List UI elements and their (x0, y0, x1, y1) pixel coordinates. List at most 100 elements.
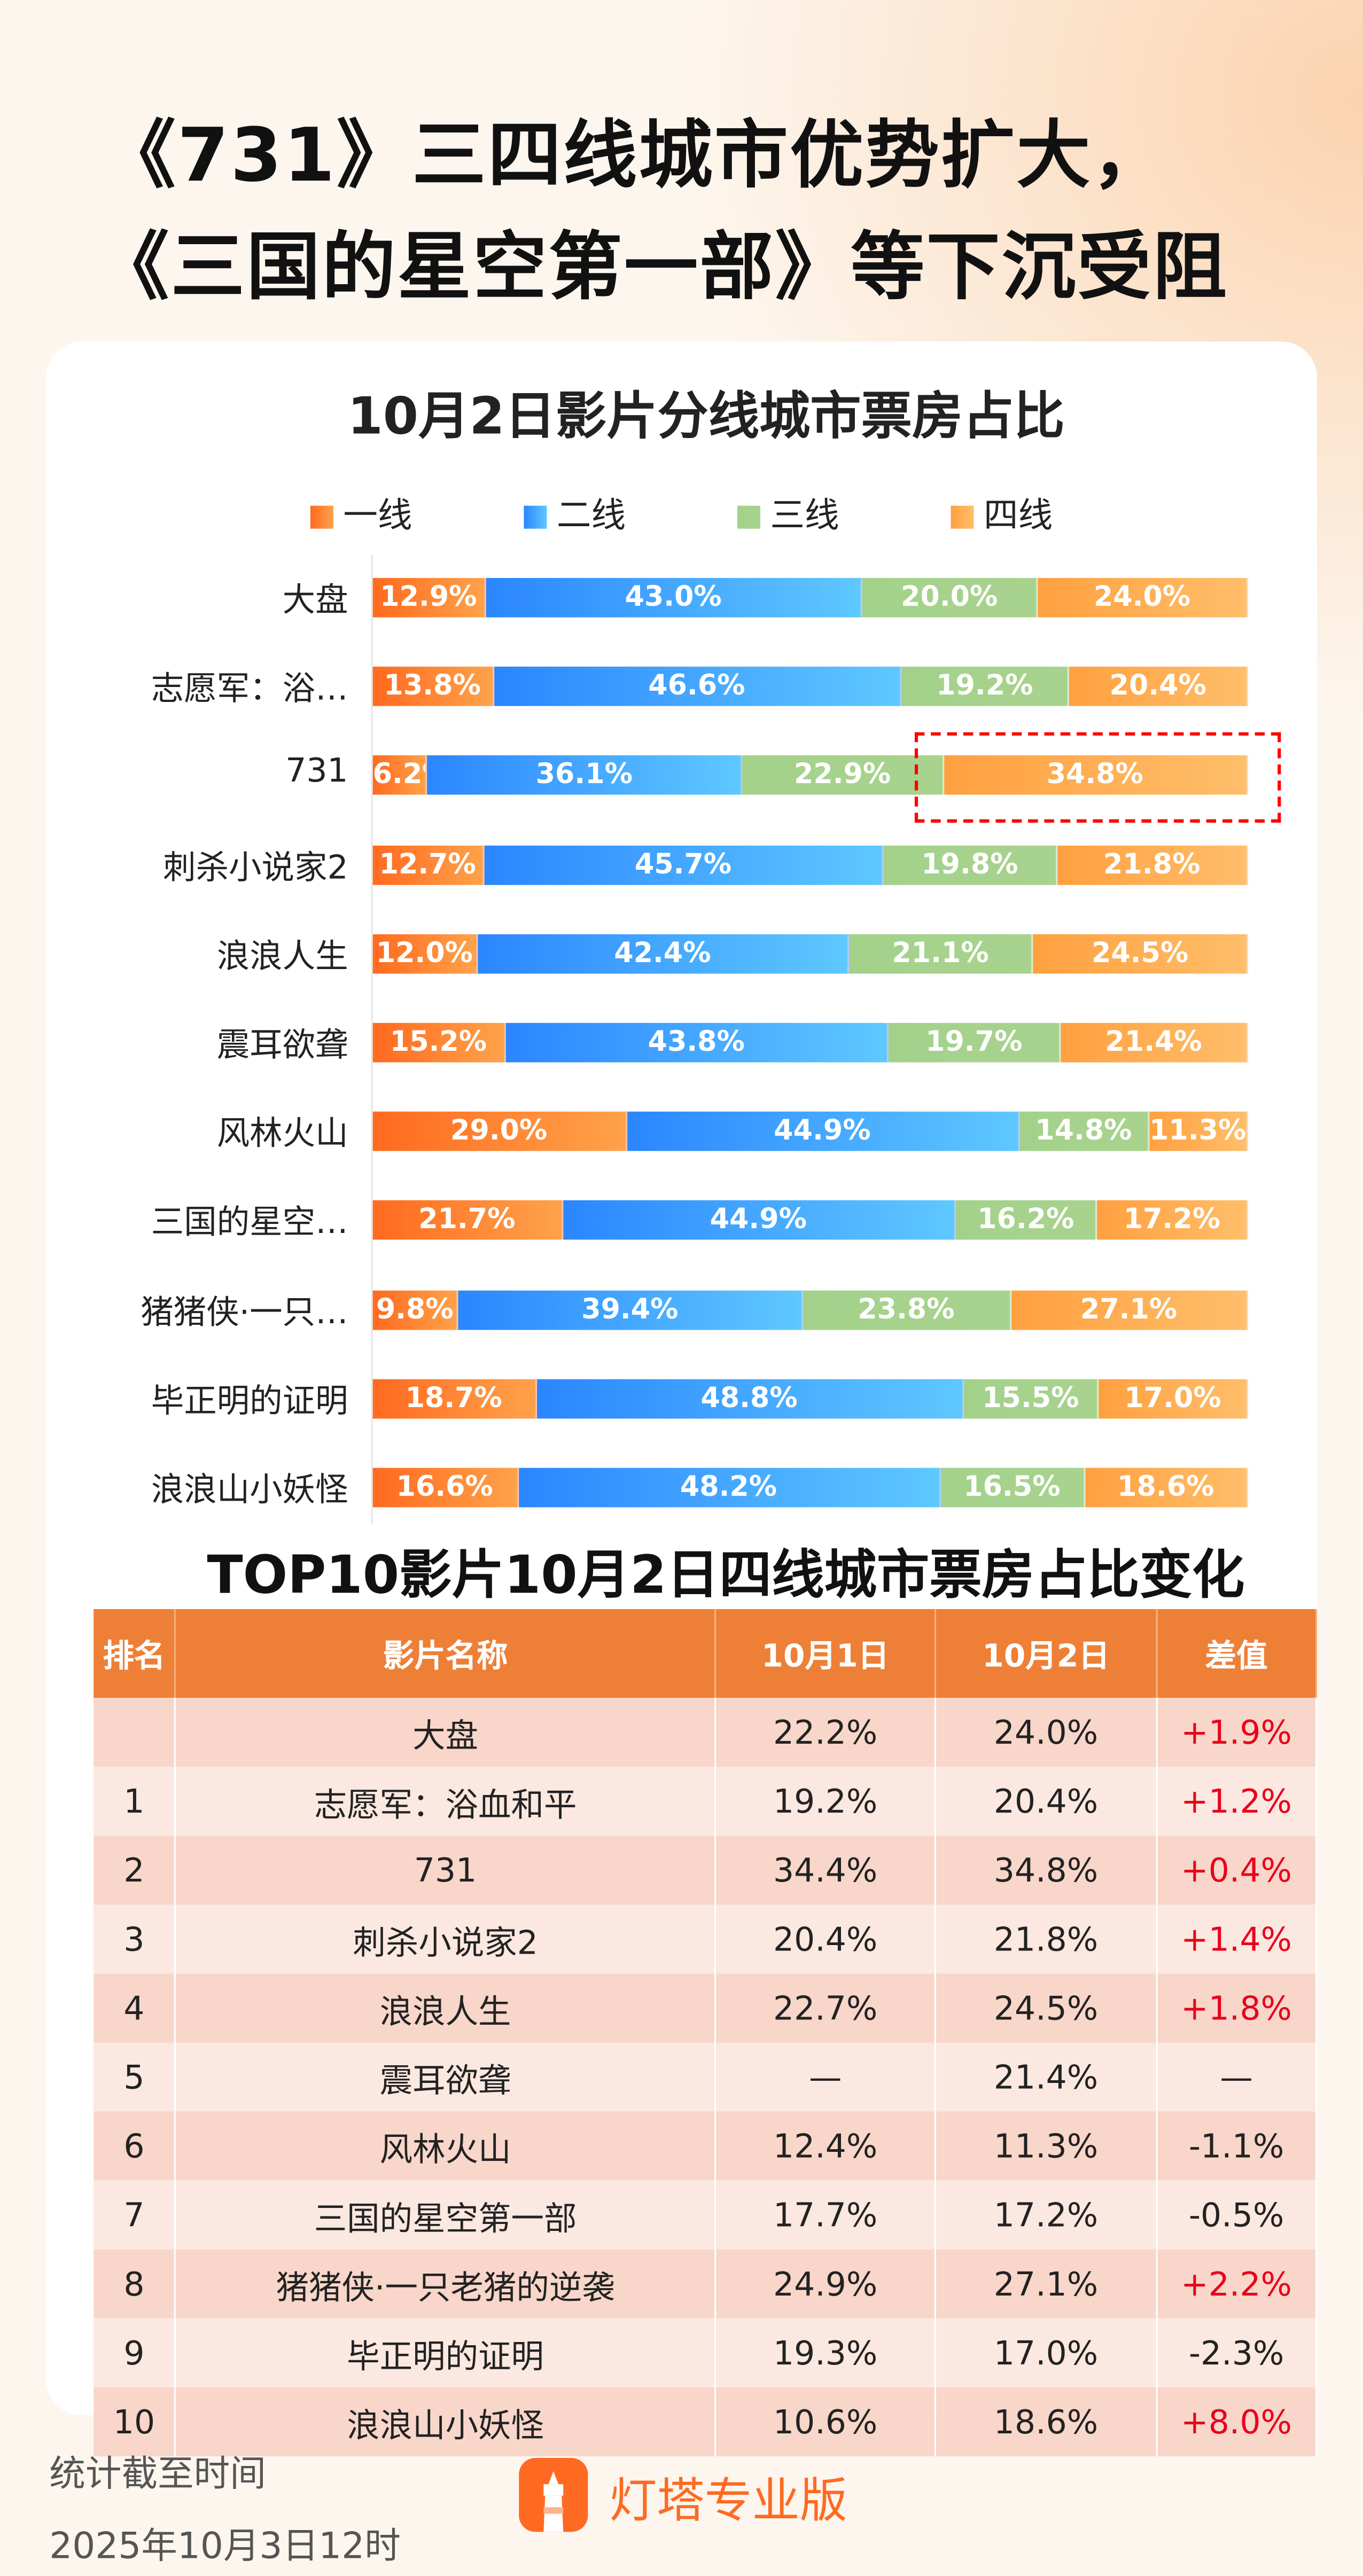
bar-segment: 22.9% (743, 756, 944, 795)
chart-legend: 一线 二线 三线 四线 (0, 489, 1363, 538)
table-row: 8 猪猪侠·一只老猪的逆袭 24.9% 27.1% +2.2% (94, 2249, 1317, 2319)
legend-item: 二线 (524, 489, 626, 538)
table-cell: 刺杀小说家2 (175, 1904, 716, 1974)
table-cell: 19.3% (715, 2318, 936, 2387)
table-cell: 22.2% (715, 1697, 936, 1767)
table-cell: — (1156, 2042, 1317, 2112)
bar-segment: 19.8% (884, 845, 1057, 885)
table-cell: 12.4% (715, 2111, 936, 2181)
chart-axis (371, 555, 373, 1524)
bar-segment: 18.6% (1085, 1467, 1248, 1508)
legend-swatch (310, 505, 333, 529)
table-cell: 27.1% (935, 2249, 1158, 2319)
bar-segment: 20.4% (1069, 667, 1248, 707)
bar-row: 浪浪山小妖怪 16.6% 48.2% 16.5% 18.6% (0, 1467, 1363, 1509)
table-cell: 20.4% (715, 1904, 936, 1974)
bar-segment: 20.0% (862, 577, 1038, 618)
table-cell: 19.2% (715, 1767, 936, 1836)
table-cell: 5 (94, 2042, 176, 2112)
table-row: 10 浪浪山小妖怪 10.6% 18.6% +8.0% (94, 2387, 1317, 2456)
highlight-box (914, 732, 1281, 823)
table-cell: 24.9% (715, 2249, 936, 2319)
bar-segment: 19.7% (889, 1022, 1061, 1063)
legend-item: 一线 (310, 489, 412, 538)
table-cell: +1.9% (1156, 1697, 1317, 1767)
table-cell: 风林火山 (175, 2111, 716, 2181)
bar-row: 731 6.2%36.1%22.9%34.8% (0, 751, 1363, 795)
category-label: 浪浪人生 (216, 935, 348, 975)
table-cell: 3 (94, 1904, 176, 1974)
category-label: 三国的星空… (151, 1203, 348, 1242)
table-cell: 34.4% (715, 1836, 936, 1905)
table-cell: 浪浪山小妖怪 (175, 2387, 716, 2456)
bar-segment: 16.2% (955, 1200, 1098, 1240)
column-header: 排名 (94, 1609, 176, 1698)
bar-segment: 6.2% (372, 756, 427, 795)
table-cell: 1 (94, 1767, 176, 1836)
bar-segment: 15.5% (963, 1379, 1100, 1418)
category-label: 猪猪侠·一只… (141, 1291, 348, 1331)
table-cell: +1.8% (1156, 1973, 1317, 2043)
bar-segment: 27.1% (1011, 1290, 1248, 1330)
category-label: 风林火山 (216, 1113, 348, 1153)
legend-label: 三线 (770, 496, 839, 535)
table-cell: 34.8% (935, 1836, 1158, 1905)
table-cell: 24.0% (935, 1697, 1158, 1767)
bar-row: 风林火山 29.0% 44.9% 14.8% 11.3% (0, 1112, 1363, 1153)
legend-item: 四线 (951, 489, 1053, 538)
table-cell: 731 (175, 1836, 716, 1905)
legend-label: 二线 (556, 496, 626, 535)
bar-segment: 18.7% (372, 1379, 536, 1418)
table-cell: 10.6% (715, 2387, 936, 2456)
table-cell: 18.6% (935, 2387, 1158, 2456)
bar-segment: 12.9% (372, 577, 486, 618)
bar-segment: 44.9% (626, 1112, 1020, 1152)
table-cell: -1.1% (1156, 2111, 1317, 2181)
headline-line2: 《三国的星空第一部》等下沉受阻 (95, 223, 1229, 310)
column-header: 10月1日 (715, 1609, 936, 1698)
table-cell: 大盘 (175, 1697, 716, 1767)
category-label: 毕正明的证明 (151, 1380, 348, 1420)
bar-segment: 24.5% (1033, 934, 1248, 973)
category-label: 大盘 (282, 579, 348, 619)
table-row: 7 三国的星空第一部 17.7% 17.2% -0.5% (94, 2180, 1317, 2250)
table-row: 1 志愿军：浴血和平 19.2% 20.4% +1.2% (94, 1767, 1317, 1836)
table-cell: -0.5% (1156, 2180, 1317, 2250)
bar-row: 毕正明的证明 18.7% 48.8% 15.5% 17.0% (0, 1379, 1363, 1420)
category-label: 志愿军：浴… (151, 668, 348, 708)
footer-time: 2025年10月3日12时 (49, 2527, 401, 2568)
table-cell: 8 (94, 2249, 176, 2319)
bar-segment: 14.8% (1019, 1112, 1149, 1152)
bar-segment: 45.7% (484, 845, 884, 885)
bar-segment: 17.0% (1099, 1379, 1248, 1418)
brand-name: 灯塔专业版 (609, 2472, 847, 2529)
table-cell (94, 1697, 176, 1767)
table-cell: 21.4% (935, 2042, 1158, 2112)
table-row: 2 731 34.4% 34.8% +0.4% (94, 1836, 1317, 1905)
legend-label: 四线 (984, 496, 1053, 535)
table-row: 9 毕正明的证明 19.3% 17.0% -2.3% (94, 2318, 1317, 2387)
column-header: 影片名称 (175, 1609, 716, 1698)
bar-segment: 12.7% (372, 845, 484, 885)
table-cell: 4 (94, 1973, 176, 2043)
legend-swatch (524, 505, 547, 529)
table-cell: +1.2% (1156, 1767, 1317, 1836)
legend-swatch (737, 505, 761, 529)
bar-segment: 15.2% (372, 1022, 506, 1063)
table-cell: -2.3% (1156, 2318, 1317, 2387)
bar-segment: 46.6% (493, 667, 902, 707)
headline-line1: 《731》三四线城市优势扩大， (102, 111, 1168, 199)
table-title: TOP10影片10月2日四线城市票房占比变化 (207, 1543, 1245, 1606)
bar-segment: 48.8% (536, 1379, 964, 1418)
bar-row: 刺杀小说家2 12.7% 45.7% 19.8% 21.8% (0, 845, 1363, 886)
lighthouse-logo-icon (519, 2458, 588, 2532)
table-cell: 6 (94, 2111, 176, 2181)
table-cell: — (715, 2042, 936, 2112)
table-cell: 17.2% (935, 2180, 1158, 2250)
category-label: 浪浪山小妖怪 (151, 1469, 348, 1509)
table-row: 4 浪浪人生 22.7% 24.5% +1.8% (94, 1973, 1317, 2043)
table-row: 5 震耳欲聋 —21.4% — (94, 2042, 1317, 2112)
table-cell: 志愿军：浴血和平 (175, 1767, 716, 1836)
bar-row: 震耳欲聋 15.2% 43.8% 19.7% 21.4% (0, 1022, 1363, 1064)
